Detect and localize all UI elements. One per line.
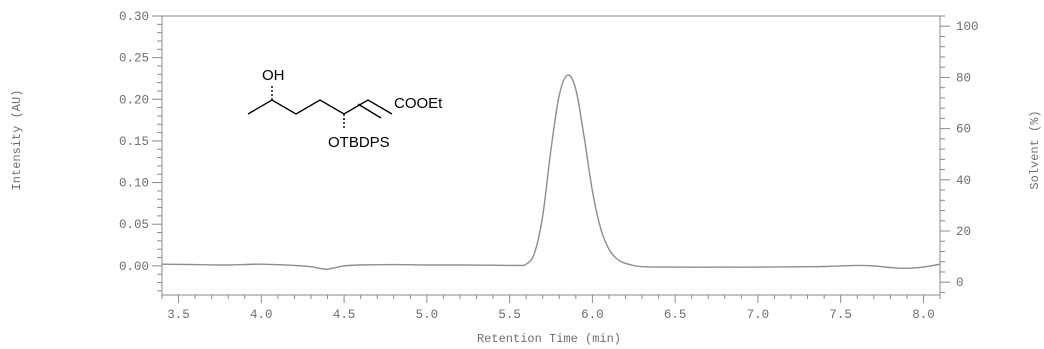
y2-tick-label: 80: [956, 71, 971, 85]
y2-tick-label: 20: [956, 225, 971, 239]
y-axis-title: Intensity (AU): [10, 90, 24, 191]
y-tick-label: 0.05: [119, 218, 149, 232]
axis-ticks: [152, 15, 950, 303]
y2-tick-label: 60: [956, 123, 971, 137]
y2-tick-labels: 0 20 40 60 80 100: [956, 20, 979, 290]
x-tick-labels: 3.5 4.0 4.5 5.0 5.5 6.0 6.5 7.0 7.5 8.0: [167, 308, 934, 322]
y-tick-label: 0.15: [119, 135, 149, 149]
x-tick-label: 8.0: [912, 308, 935, 322]
oh-label: OH: [262, 67, 285, 84]
x-tick-label: 3.5: [167, 308, 190, 322]
plot-frame: [161, 15, 941, 296]
y-tick-label: 0.20: [119, 93, 149, 107]
y-tick-labels: 0.00 0.05 0.10 0.15 0.20 0.25 0.30: [119, 10, 149, 274]
y2-axis-title: Solvent (%): [1028, 110, 1042, 189]
y2-tick-label: 40: [956, 174, 971, 188]
x-axis-title: Retention Time (min): [477, 332, 621, 346]
double-bond-line: [357, 103, 382, 119]
x-tick-label: 5.0: [416, 308, 439, 322]
ester-label: COOEt: [394, 95, 443, 112]
y-tick-label: 0.25: [119, 52, 149, 66]
otbdps-label: OTBDPS: [328, 134, 390, 151]
y2-tick-label: 100: [956, 20, 979, 34]
y2-tick-label: 0: [956, 276, 964, 290]
x-tick-label: 7.5: [829, 308, 852, 322]
x-tick-label: 7.0: [747, 308, 770, 322]
x-tick-label: 4.0: [250, 308, 273, 322]
y-tick-label: 0.10: [119, 177, 149, 191]
x-tick-label: 4.5: [333, 308, 356, 322]
chromatogram-trace: [161, 74, 941, 270]
y-tick-label: 0.30: [119, 10, 149, 24]
x-tick-label: 5.5: [498, 308, 521, 322]
x-tick-label: 6.0: [581, 308, 604, 322]
y-tick-label: 0.00: [119, 260, 149, 274]
chemical-structure: OH COOEt OTBDPS: [247, 67, 443, 151]
x-tick-label: 6.5: [664, 308, 687, 322]
